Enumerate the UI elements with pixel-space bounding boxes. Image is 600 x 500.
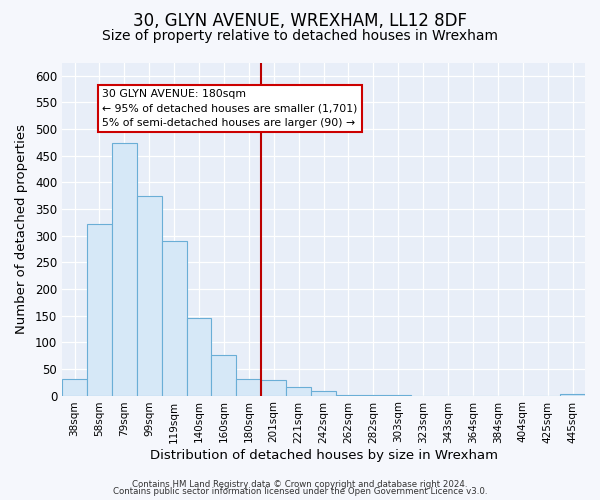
Bar — [87, 224, 112, 396]
Y-axis label: Number of detached properties: Number of detached properties — [15, 124, 28, 334]
Bar — [137, 196, 161, 396]
Bar — [161, 241, 187, 396]
Text: Contains public sector information licensed under the Open Government Licence v3: Contains public sector information licen… — [113, 487, 487, 496]
Bar — [336, 394, 361, 396]
Text: Contains HM Land Registry data © Crown copyright and database right 2024.: Contains HM Land Registry data © Crown c… — [132, 480, 468, 489]
Bar — [386, 395, 410, 396]
Bar — [286, 386, 311, 396]
Bar — [236, 378, 261, 396]
Text: 30, GLYN AVENUE, WREXHAM, LL12 8DF: 30, GLYN AVENUE, WREXHAM, LL12 8DF — [133, 12, 467, 30]
Text: 30 GLYN AVENUE: 180sqm
← 95% of detached houses are smaller (1,701)
5% of semi-d: 30 GLYN AVENUE: 180sqm ← 95% of detached… — [102, 89, 357, 128]
Bar — [62, 378, 87, 396]
Bar — [361, 395, 386, 396]
Bar — [261, 380, 286, 396]
X-axis label: Distribution of detached houses by size in Wrexham: Distribution of detached houses by size … — [149, 450, 497, 462]
Bar — [112, 143, 137, 396]
Bar — [211, 355, 236, 396]
Bar — [187, 318, 211, 396]
Bar — [560, 394, 585, 396]
Bar — [311, 392, 336, 396]
Text: Size of property relative to detached houses in Wrexham: Size of property relative to detached ho… — [102, 29, 498, 43]
